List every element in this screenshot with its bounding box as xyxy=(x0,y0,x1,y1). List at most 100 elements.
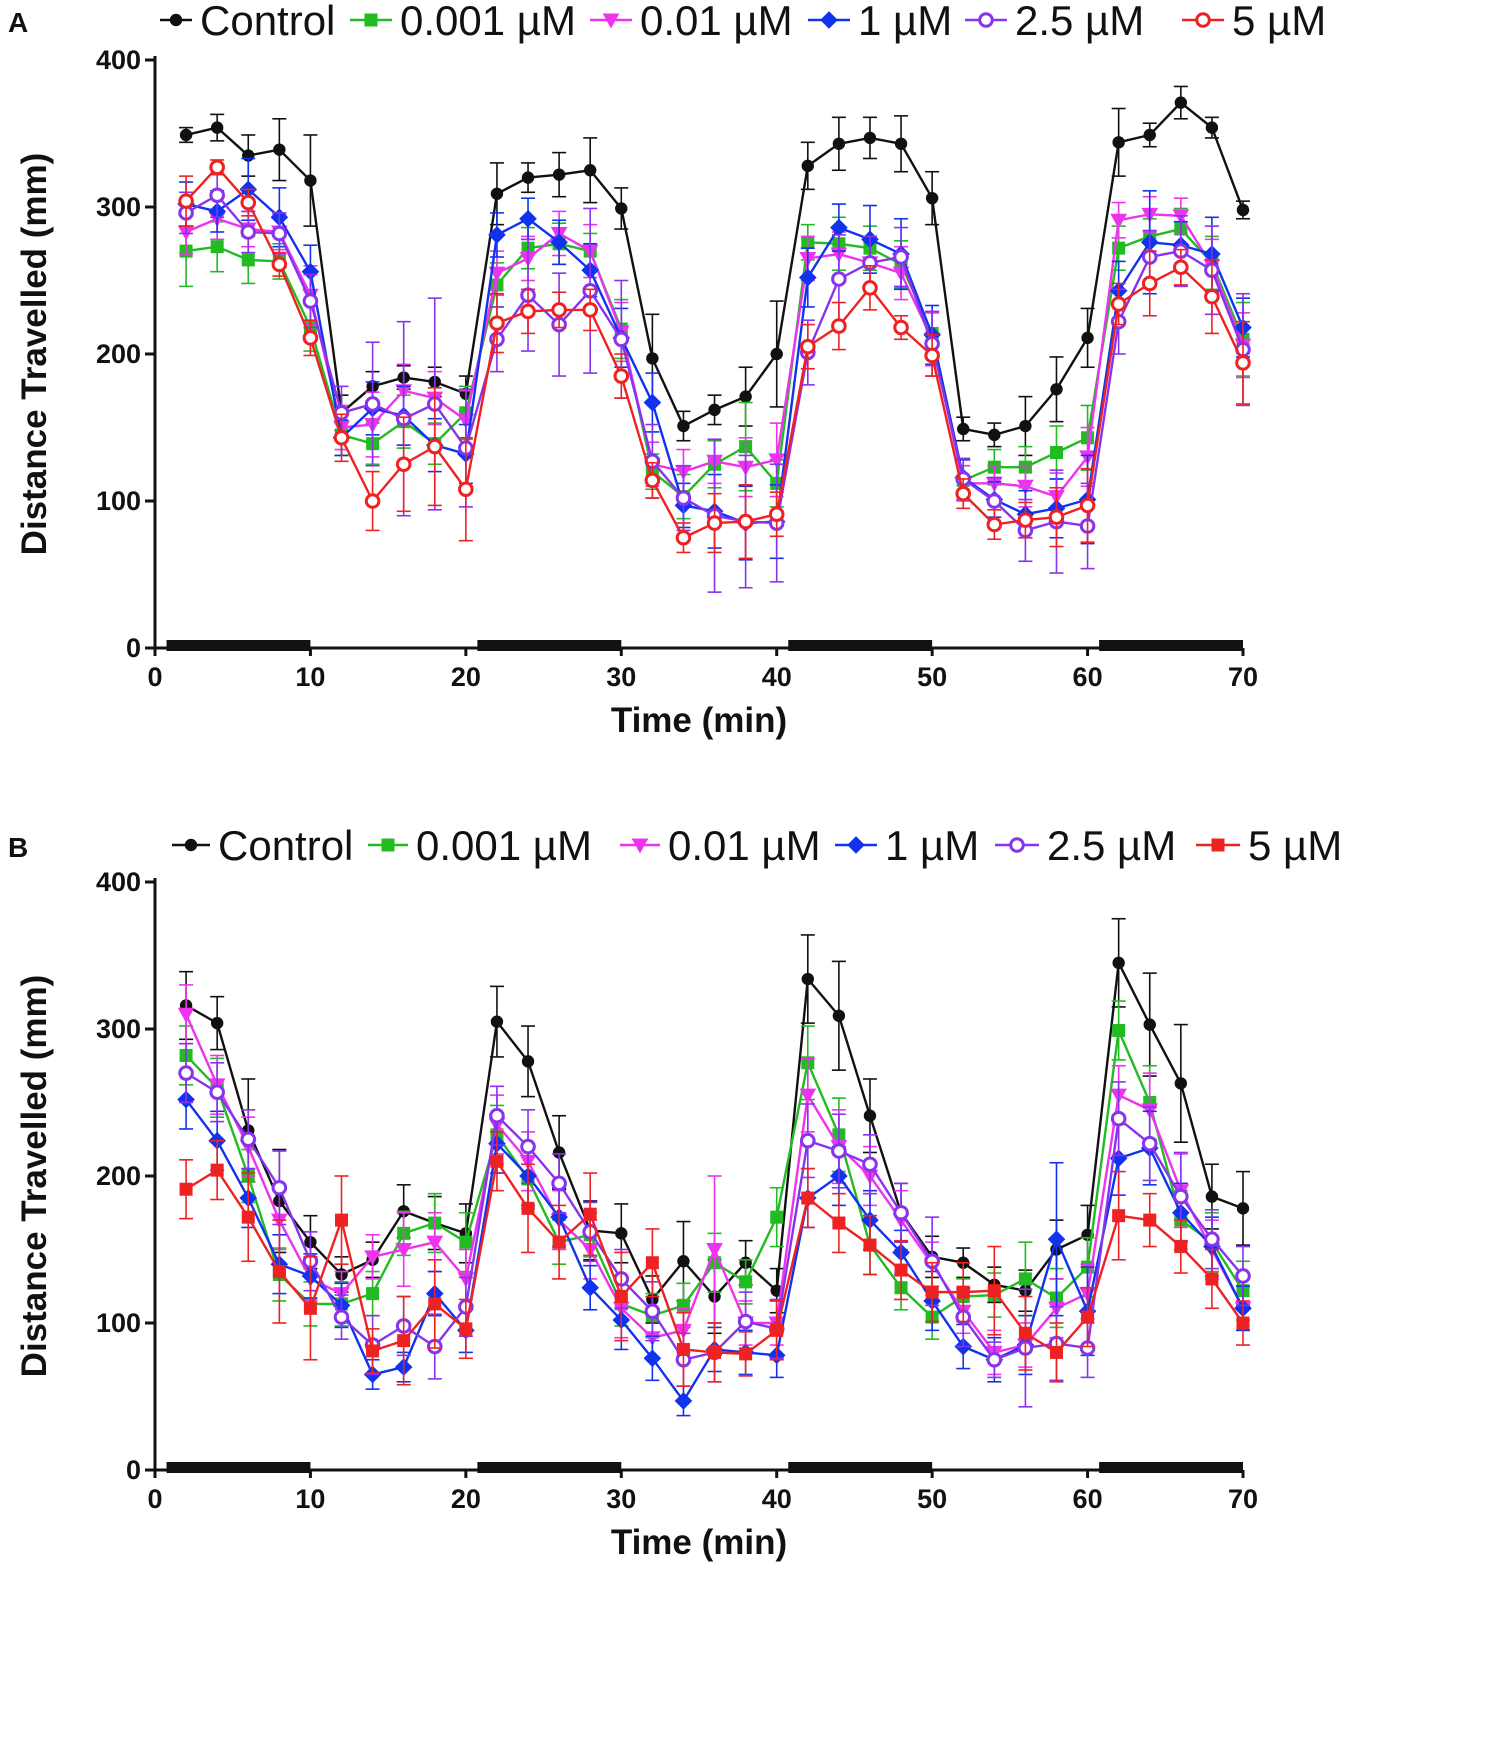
data-point xyxy=(519,209,537,228)
legend-marker xyxy=(847,836,865,854)
data-point xyxy=(210,121,224,134)
data-point xyxy=(302,293,319,309)
data-point xyxy=(863,1238,877,1252)
data-point xyxy=(1081,1310,1095,1324)
data-point xyxy=(894,137,908,150)
dark-period-bar xyxy=(788,1462,933,1473)
x-tick-label: 30 xyxy=(606,662,636,692)
data-point xyxy=(520,1138,536,1155)
data-point xyxy=(1174,1077,1188,1090)
data-point xyxy=(800,1132,816,1149)
data-point xyxy=(179,128,193,142)
data-point xyxy=(488,226,506,244)
data-point xyxy=(1205,121,1219,134)
series-5-m xyxy=(178,159,1251,560)
y-tick-label: 300 xyxy=(96,192,141,222)
data-point xyxy=(893,319,909,336)
legend-item: Control xyxy=(172,822,353,869)
legend-label: 5 µM xyxy=(1232,0,1326,44)
y-tick-label: 400 xyxy=(96,45,141,75)
data-point xyxy=(862,1156,878,1173)
data-point xyxy=(832,137,846,150)
x-tick-label: 40 xyxy=(762,1484,792,1514)
x-tick-label: 70 xyxy=(1228,1484,1258,1514)
data-point xyxy=(241,1210,255,1224)
data-point xyxy=(677,419,690,433)
legend-marker xyxy=(631,838,649,854)
data-point xyxy=(706,515,723,531)
data-point xyxy=(240,194,257,211)
data-point xyxy=(645,1256,659,1270)
data-point xyxy=(1143,1018,1156,1031)
y-tick-label: 0 xyxy=(126,633,141,663)
data-point xyxy=(1050,383,1063,396)
data-point xyxy=(364,493,381,509)
data-point xyxy=(925,1285,939,1299)
data-point xyxy=(1205,1272,1219,1286)
data-point xyxy=(271,256,288,273)
data-point xyxy=(614,1290,628,1304)
data-point xyxy=(862,280,878,296)
legend-marker xyxy=(169,13,183,27)
data-point xyxy=(1018,1326,1032,1340)
data-point xyxy=(643,393,662,412)
x-tick-label: 30 xyxy=(606,1484,636,1514)
data-point xyxy=(1236,1202,1250,1215)
data-point xyxy=(676,1342,690,1356)
data-point xyxy=(272,1265,286,1279)
legend-item: 1 µM xyxy=(808,0,952,44)
data-point xyxy=(643,1349,662,1368)
data-point xyxy=(737,513,754,530)
data-point xyxy=(521,171,535,184)
legend-item: 5 µM xyxy=(1182,0,1326,44)
data-point xyxy=(366,1344,380,1358)
data-point xyxy=(304,174,317,187)
data-point xyxy=(395,456,412,473)
data-point xyxy=(1048,509,1065,525)
data-point xyxy=(550,233,568,252)
data-point xyxy=(459,1322,473,1336)
data-point xyxy=(615,1227,628,1240)
data-point xyxy=(303,1301,317,1315)
data-point xyxy=(240,1131,257,1148)
data-point xyxy=(770,1210,784,1224)
legend-label: 1 µM xyxy=(858,0,952,44)
data-point xyxy=(551,1175,567,1192)
data-point xyxy=(333,429,350,446)
data-point xyxy=(271,225,288,242)
data-point xyxy=(490,1154,504,1168)
data-point xyxy=(708,1345,722,1359)
dark-period-bar xyxy=(166,1462,311,1473)
data-point xyxy=(1110,213,1128,229)
data-point xyxy=(768,506,785,523)
data-point xyxy=(1235,355,1251,371)
data-point xyxy=(1141,1135,1158,1152)
data-point xyxy=(583,1207,597,1221)
data-point xyxy=(552,168,566,181)
x-tick-label: 20 xyxy=(451,1484,481,1514)
legend-item: 5 µM xyxy=(1196,822,1342,869)
legend-marker xyxy=(820,11,838,29)
dark-period-bar xyxy=(788,640,933,651)
data-point xyxy=(925,191,939,205)
data-point xyxy=(1174,96,1188,109)
legend: Control 0.001 µM 0.01 µM 1 µM 2.5 µM 5 µM xyxy=(160,0,1326,44)
legend: Control 0.001 µM 0.01 µM 1 µM 2.5 µM 5 µM xyxy=(172,822,1342,869)
legend-label: 5 µM xyxy=(1248,822,1342,869)
data-point xyxy=(894,1263,908,1277)
data-point xyxy=(800,338,816,355)
y-tick-label: 100 xyxy=(96,1308,141,1338)
data-point xyxy=(209,159,225,176)
y-tick-label: 400 xyxy=(96,867,141,897)
data-point xyxy=(863,131,877,145)
data-point xyxy=(426,1235,444,1251)
data-point xyxy=(1112,1209,1126,1223)
data-point xyxy=(551,302,567,318)
chart-panel-b: B 0 100 200 300 400 0 10 20 30 40 50 60 70 Time (min) D… xyxy=(8,822,1342,1562)
data-point xyxy=(801,159,814,173)
data-point xyxy=(955,485,972,502)
legend-marker xyxy=(364,13,378,27)
data-point xyxy=(397,1334,411,1348)
data-point xyxy=(1204,288,1220,305)
